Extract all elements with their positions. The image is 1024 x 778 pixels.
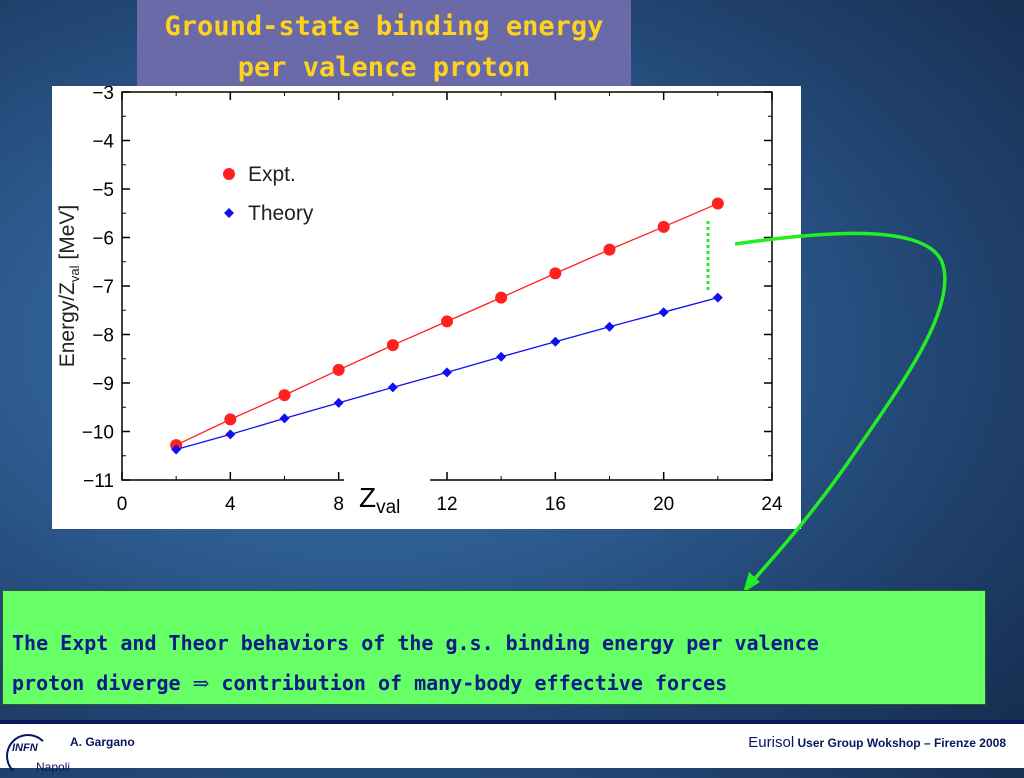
x-tick-label: 4 [225,494,236,515]
expt-data-point [332,363,345,376]
theory-data-point [171,444,182,455]
expt-data-point [441,315,453,328]
footer-divider [0,720,1024,724]
binding-energy-chart: −11 −10 −9 −8 −7 −6 −5 −4 −3 0 4 8 12 16 20 24 Expt. Th… [56,86,783,529]
y-tick-label: −9 [92,374,114,395]
x-tick-label: 24 [761,494,783,515]
expt-data-point [657,220,670,233]
theory-data-point [658,307,669,318]
legend: Expt. Theory [223,163,314,225]
slide-title: Ground-state binding energy per valence … [137,0,631,91]
y-tick-label: −6 [92,229,114,250]
theory-data-point [712,292,723,303]
series-layer [170,197,724,455]
theory-data-point [496,351,507,362]
chart-panel: −11 −10 −9 −8 −7 −6 −5 −4 −3 0 4 8 12 16 20 24 Expt. Th… [52,86,801,529]
expt-data-point [549,267,562,280]
legend-expt-marker [223,168,235,180]
slide-title-line2: per valence proton [237,52,531,83]
axis-labels: Energy/Zval [MeV] Zval [56,205,430,529]
conclusion-note: The Expt and Theor behaviors of the g.s.… [2,590,986,705]
expt-data-point [224,413,237,426]
x-tick-label: 12 [436,494,457,515]
x-tick-label: 16 [545,494,566,515]
plot-frame [121,91,773,481]
legend-label: Theory [248,202,314,225]
y-tick-label: −3 [92,86,114,104]
plot-border [121,91,773,481]
y-tick-label: −10 [82,423,114,444]
theory-data-point [550,336,561,347]
expt-data-point [495,291,508,304]
theory-data-point [387,382,398,393]
footer: INFN Napoli A. Gargano Eurisol User Grou… [0,724,1024,778]
legend-label: Expt. [248,163,296,186]
expt-data-point [603,243,616,256]
y-tick-label: −8 [92,326,114,347]
expt-data-point [386,339,399,352]
y-axis-label: Energy/Zval [MeV] [56,205,82,368]
footer-event-brand: Eurisol [748,734,795,751]
theory-data-point [442,367,452,378]
y-tick-label: −11 [83,471,114,492]
footer-author: A. Gargano [70,735,135,749]
y-tick-label: −4 [92,132,114,153]
x-axis-label: Zval [359,482,400,518]
slide-title-line1: Ground-state binding energy [164,11,604,42]
x-tick-label: 8 [333,494,344,515]
note-line2: proton diverge ⇒ contribution of many-bo… [12,663,975,703]
note-line2-start: proton diverge [12,671,181,695]
y-tick-label: −5 [92,180,114,201]
y-axis-ticks: −11 −10 −9 −8 −7 −6 −5 −4 −3 [82,86,772,492]
expt-data-point [278,389,291,402]
theory-data-point [604,321,615,332]
theory-data-point [279,413,290,424]
expt-data-point [711,197,724,210]
logo-arc-icon [6,734,50,778]
implies-arrow-icon: ⇒ [192,671,210,695]
theory-data-point [333,397,344,408]
x-label-backdrop [344,474,430,529]
logo-city: Napoli [36,760,71,774]
footer-event: Eurisol User Group Wokshop – Firenze 200… [748,734,1006,751]
note-line1: The Expt and Theor behaviors of the g.s.… [12,631,819,655]
x-axis-ticks: 0 4 8 12 16 20 24 [117,92,783,515]
infn-logo: INFN Napoli [6,732,70,778]
footer-event-rest: User Group Wokshop – Firenze 2008 [794,736,1006,750]
y-tick-label: −7 [92,277,114,298]
note-line2-end: contribution of many-body effective forc… [209,671,728,695]
legend-theory-marker [224,208,234,218]
x-tick-label: 0 [117,494,128,515]
x-tick-label: 20 [653,494,674,515]
theory-data-point [225,429,236,440]
logo-text: INFN [12,742,38,754]
